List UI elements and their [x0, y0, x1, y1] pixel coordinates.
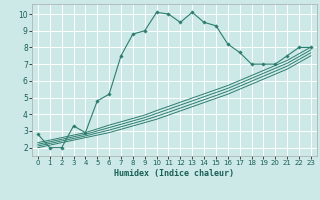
X-axis label: Humidex (Indice chaleur): Humidex (Indice chaleur): [115, 169, 234, 178]
